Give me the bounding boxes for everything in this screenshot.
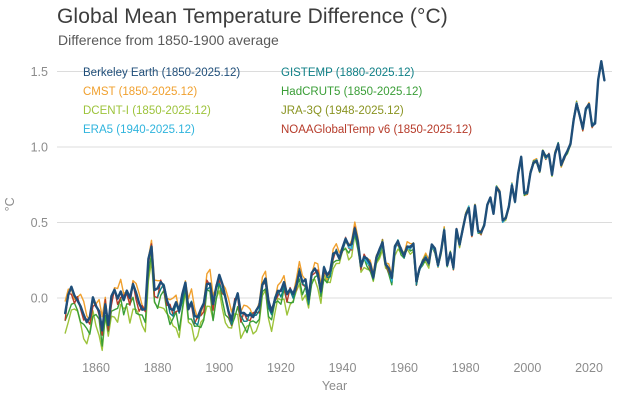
legend-item-era5: ERA5 (1940-2025.12) bbox=[83, 124, 195, 136]
x-tick-label: 1980 bbox=[452, 361, 480, 375]
legend-item-jra-3q: JRA-3Q (1948-2025.12) bbox=[281, 105, 404, 117]
legend-item-cmst: CMST (1850-2025.12) bbox=[83, 86, 198, 98]
legend-item-noaaglobaltemp-v6: NOAAGlobalTemp v6 (1850-2025.12) bbox=[281, 124, 473, 136]
x-tick-label: 1880 bbox=[144, 361, 172, 375]
y-tick-label: 1.0 bbox=[31, 141, 48, 155]
y-tick-label: 0.5 bbox=[31, 216, 48, 230]
legend-item-dcent-i: DCENT-I (1850-2025.12) bbox=[83, 105, 211, 117]
x-tick-label: 1900 bbox=[205, 361, 233, 375]
x-tick-label: 1860 bbox=[82, 361, 110, 375]
x-tick-label: 1920 bbox=[267, 361, 295, 375]
legend-item-hadcrut5: HadCRUT5 (1850-2025.12) bbox=[281, 86, 423, 98]
x-tick-label: 1940 bbox=[329, 361, 357, 375]
y-tick-label: 0.0 bbox=[31, 292, 48, 306]
y-tick-label: 1.5 bbox=[31, 65, 48, 79]
x-tick-label: 1960 bbox=[390, 361, 418, 375]
chart-legend: Berkeley Earth (1850-2025.12) CMST (1850-… bbox=[83, 64, 472, 140]
series-line-berkeley-earth bbox=[63, 60, 606, 332]
chart-subtitle: Difference from 1850-1900 average bbox=[58, 32, 279, 48]
x-tick-label: 2020 bbox=[575, 361, 603, 375]
y-axis-title: °C bbox=[3, 197, 17, 211]
x-axis-title: Year bbox=[322, 379, 347, 393]
legend-item-berkeley-earth: Berkeley Earth (1850-2025.12) bbox=[83, 67, 241, 79]
legend-item-gistemp: GISTEMP (1880-2025.12) bbox=[281, 67, 415, 79]
chart-title: Global Mean Temperature Difference (°C) bbox=[57, 5, 448, 28]
x-tick-label: 2000 bbox=[513, 361, 541, 375]
